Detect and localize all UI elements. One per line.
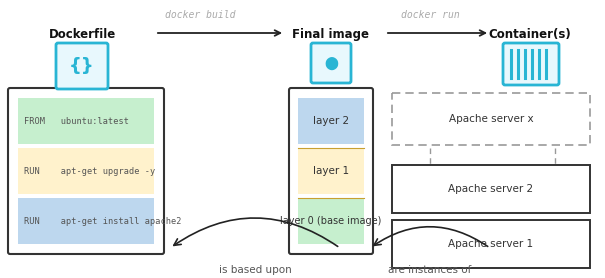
Text: Final image: Final image [292,28,368,41]
FancyBboxPatch shape [311,43,351,83]
Text: Apache server 2: Apache server 2 [448,184,534,194]
Text: docker build: docker build [165,10,235,20]
Text: docker run: docker run [401,10,459,20]
Bar [298,98,364,144]
Bar [392,165,590,213]
Text: RUN    apt-get install apache2: RUN apt-get install apache2 [24,217,182,225]
Text: layer 2: layer 2 [313,116,349,126]
FancyArrowPatch shape [174,218,338,246]
Text: {}: {} [69,57,95,75]
Bar [298,198,364,244]
Bar [298,148,364,194]
Text: Apache server 1: Apache server 1 [448,239,534,249]
Bar [18,98,154,144]
Text: Dockerfile: Dockerfile [48,28,116,41]
FancyBboxPatch shape [289,88,373,254]
Text: RUN    apt-get upgrade -y: RUN apt-get upgrade -y [24,167,155,175]
FancyArrowPatch shape [374,227,488,246]
FancyBboxPatch shape [8,88,164,254]
Bar [18,198,154,244]
Text: layer 0 (base image): layer 0 (base image) [280,216,382,226]
Text: layer 1: layer 1 [313,166,349,176]
Text: are instances of: are instances of [388,265,472,275]
Text: Apache server x: Apache server x [449,114,534,124]
FancyBboxPatch shape [392,93,590,145]
Bar [392,220,590,268]
Text: Container(s): Container(s) [489,28,571,41]
Text: ⬤: ⬤ [324,56,338,70]
Text: is based upon: is based upon [218,265,292,275]
Bar [18,148,154,194]
FancyBboxPatch shape [503,43,559,85]
FancyBboxPatch shape [56,43,108,89]
Text: FROM   ubuntu:latest: FROM ubuntu:latest [24,116,129,125]
